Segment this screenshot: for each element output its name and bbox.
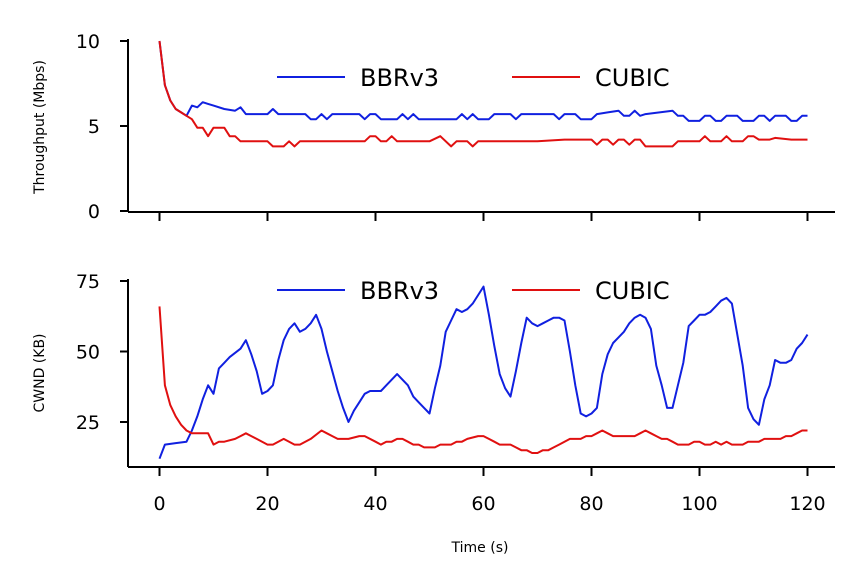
throughput-y-axis-label: Throughput (Mbps) <box>32 60 48 195</box>
cwnd-y-tick-label: 50 <box>76 342 100 364</box>
cwnd-x-tick-label: 40 <box>363 493 387 515</box>
x-axis-label: Time (s) <box>451 540 509 556</box>
throughput-y-tick-label: 0 <box>88 201 100 223</box>
cwnd-legend-label-cubic: CUBIC <box>595 277 670 305</box>
cwnd-x-tick-label: 100 <box>681 493 717 515</box>
cwnd-x-tick-label: 20 <box>255 493 279 515</box>
throughput-series-bbrv3 <box>158 40 808 122</box>
cwnd-legend-label-bbrv3: BBRv3 <box>360 277 439 305</box>
throughput-series-cubic <box>158 40 808 148</box>
cwnd-x-tick-label: 80 <box>579 493 603 515</box>
cwnd-x-tick-label: 120 <box>789 493 825 515</box>
cwnd-y-tick-label: 75 <box>76 271 100 293</box>
cwnd-series-bbrv3 <box>158 285 809 460</box>
throughput-panel: 0 5 10 BBRv3 CUBIC <box>76 31 835 223</box>
throughput-y-tick-label: 10 <box>76 31 100 53</box>
throughput-legend-label-bbrv3: BBRv3 <box>360 64 439 92</box>
throughput-y-tick-label: 5 <box>88 116 100 138</box>
throughput-legend-label-cubic: CUBIC <box>595 64 670 92</box>
cwnd-y-tick-label: 25 <box>76 412 100 434</box>
cwnd-series-cubic <box>158 306 808 454</box>
cwnd-x-tick-label: 60 <box>471 493 495 515</box>
cwnd-y-axis-label: CWND (KB) <box>32 333 48 412</box>
cwnd-x-tick-label: 0 <box>153 493 165 515</box>
cwnd-panel: 25 50 75 0 20 40 60 80 100 120 BBRv3 CUBIC <box>76 271 835 515</box>
